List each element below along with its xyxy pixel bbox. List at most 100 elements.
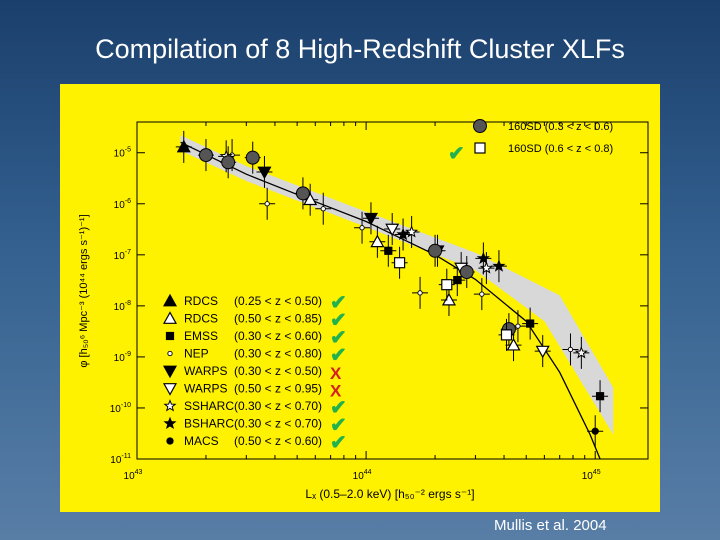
data-point bbox=[176, 139, 191, 153]
model-curve bbox=[180, 141, 601, 459]
data-point bbox=[303, 192, 318, 206]
check-mark-icon: ✔ bbox=[330, 292, 347, 314]
series-11 bbox=[391, 246, 515, 351]
data-point bbox=[405, 225, 419, 238]
check-mark-icon: ✔ bbox=[330, 397, 347, 419]
x-tick-label: 1045 bbox=[582, 469, 601, 482]
plot-frame bbox=[136, 121, 649, 460]
x-tick-label: 1044 bbox=[353, 469, 372, 482]
data-point bbox=[492, 259, 506, 272]
legend-z-range: (0.30 < z < 0.70) bbox=[234, 417, 322, 431]
data-point bbox=[417, 290, 423, 296]
legend-z-range: (0.30 < z < 0.70) bbox=[234, 399, 322, 413]
data-point bbox=[479, 291, 485, 297]
xlf-chart: 1043 1044 1045 10-5 10-6 10-7 10-8 10-9 10-10 10… bbox=[60, 84, 660, 512]
series-2 bbox=[302, 183, 522, 362]
cross-mark-icon: X bbox=[330, 382, 342, 401]
legend-label: MACS bbox=[184, 434, 219, 448]
slide-title: Compilation of 8 High-Redshift Cluster X… bbox=[95, 34, 625, 64]
y-tick-label: 10-8 bbox=[114, 300, 131, 313]
legend-z-range: (0.50 < z < 0.95) bbox=[234, 382, 322, 396]
check-mark-icon: ✔ bbox=[330, 415, 347, 437]
legend-marker bbox=[474, 142, 486, 154]
legend-marker bbox=[167, 350, 173, 357]
x-axis-label: Lₓ (0.5–2.0 keV) [h₅₀⁻² ergs s⁻¹] bbox=[305, 487, 474, 501]
check-mark-icon: ✔ bbox=[330, 327, 347, 349]
legend-marker bbox=[162, 293, 178, 307]
legend-entry-160sd: 160SD (0.3 < z < 0.6) bbox=[473, 119, 613, 133]
data-point bbox=[396, 227, 410, 241]
legend-marker bbox=[162, 365, 178, 379]
data-point bbox=[476, 251, 490, 265]
data-point bbox=[393, 257, 406, 269]
legend-z-range: (0.50 < z < 0.85) bbox=[234, 312, 322, 326]
series-4 bbox=[224, 139, 579, 366]
y-tick-label: 10-11 bbox=[110, 453, 131, 466]
check-mark-icon: ✔ bbox=[330, 345, 347, 367]
legend-marker bbox=[162, 383, 178, 396]
data-point bbox=[535, 345, 550, 359]
legend-marker bbox=[166, 437, 174, 445]
check-mark-icon: ✔ bbox=[330, 310, 347, 332]
data-point bbox=[567, 346, 574, 353]
legend-label: SSHARC bbox=[184, 399, 234, 413]
series-9 bbox=[587, 415, 604, 448]
legend-marker bbox=[162, 311, 178, 324]
legend-label: BSHARC bbox=[184, 417, 234, 431]
y-tick-label: 10-10 bbox=[110, 402, 131, 415]
check-mark-icon: ✔ bbox=[330, 432, 347, 454]
legend-label: WARPS bbox=[184, 382, 228, 396]
citation-credit: Mullis et al. 2004 bbox=[494, 517, 607, 534]
legend-entry: MACS (0.50 < z < 0.60) ✔ bbox=[166, 432, 347, 454]
data-point bbox=[479, 261, 493, 274]
legend-label: WARPS bbox=[184, 364, 228, 378]
series-8 bbox=[395, 218, 507, 283]
legend-label: 160SD (0.3 < z < 0.6) bbox=[508, 121, 613, 133]
data-point bbox=[295, 186, 310, 201]
y-tick-label: 10-9 bbox=[114, 351, 131, 364]
series-10 bbox=[197, 139, 517, 346]
series-1 bbox=[175, 130, 192, 163]
y-tick-label: 10-6 bbox=[114, 198, 131, 211]
y-tick-label: 10-7 bbox=[114, 249, 131, 262]
check-mark-icon: ✔ bbox=[448, 143, 465, 165]
legend-label: RDCS bbox=[184, 294, 218, 308]
legend-entry: BSHARC (0.30 < z < 0.70) ✔ bbox=[163, 415, 347, 437]
legend-z-range: (0.25 < z < 0.50) bbox=[234, 294, 322, 308]
data-point bbox=[574, 345, 588, 359]
data-point bbox=[221, 155, 236, 170]
legend-label: 160SD (0.6 < z < 0.8) bbox=[508, 143, 613, 155]
data-point bbox=[385, 223, 400, 237]
legend-z-range: (0.30 < z < 0.50) bbox=[234, 364, 322, 378]
data-point bbox=[198, 148, 213, 163]
legend-entry: SSHARC (0.30 < z < 0.70) ✔ bbox=[163, 397, 347, 419]
data-point bbox=[591, 427, 599, 435]
data-point bbox=[526, 319, 535, 328]
legend-entry: RDCS (0.25 < z < 0.50) ✔ bbox=[162, 292, 347, 314]
y-tick-label: 10-5 bbox=[114, 147, 131, 160]
legend-marker bbox=[473, 119, 487, 133]
data-point bbox=[370, 234, 385, 248]
cross-mark-icon: X bbox=[330, 364, 342, 383]
data-point bbox=[245, 150, 260, 165]
legend-z-range: (0.30 < z < 0.80) bbox=[234, 347, 322, 361]
legend-label: EMSS bbox=[184, 329, 218, 343]
legend-entry: NEP (0.30 < z < 0.80) ✔ bbox=[167, 345, 347, 367]
legend-marker bbox=[165, 331, 175, 341]
data-point bbox=[320, 206, 326, 212]
x-tick-label: 1043 bbox=[124, 469, 143, 482]
legend-entry: WARPS (0.50 < z < 0.95) X bbox=[162, 382, 342, 401]
data-point bbox=[459, 265, 474, 280]
legend-entry-160sd: 160SD (0.6 < z < 0.8) bbox=[474, 142, 613, 155]
data-point bbox=[515, 323, 521, 329]
data-point bbox=[500, 329, 513, 341]
data-point bbox=[384, 246, 393, 255]
data-point bbox=[264, 201, 270, 207]
data-point bbox=[441, 292, 456, 306]
data-point bbox=[363, 212, 378, 226]
legend-z-range: (0.50 < z < 0.60) bbox=[234, 434, 322, 448]
data-point bbox=[428, 243, 443, 258]
legend-entry: WARPS (0.30 < z < 0.50) X bbox=[162, 364, 342, 383]
data-point bbox=[441, 279, 453, 291]
legend-entry: RDCS (0.50 < z < 0.85) ✔ bbox=[162, 310, 347, 332]
